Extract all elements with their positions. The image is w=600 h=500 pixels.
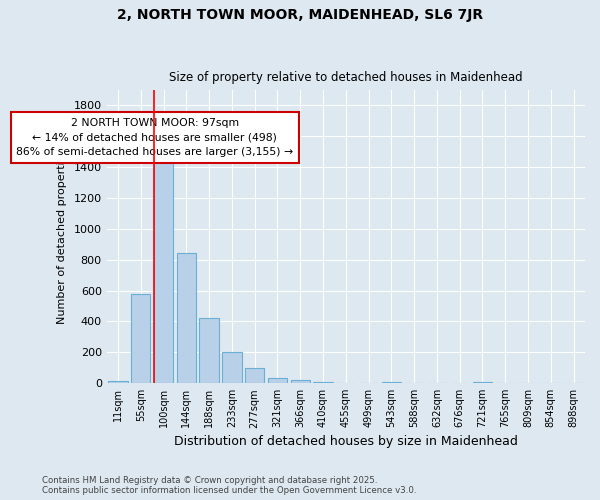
Bar bbox=[222, 352, 242, 383]
Text: 2, NORTH TOWN MOOR, MAIDENHEAD, SL6 7JR: 2, NORTH TOWN MOOR, MAIDENHEAD, SL6 7JR bbox=[117, 8, 483, 22]
Bar bbox=[199, 318, 219, 383]
Y-axis label: Number of detached properties: Number of detached properties bbox=[56, 149, 67, 324]
Bar bbox=[382, 382, 401, 383]
Bar bbox=[473, 382, 492, 383]
Bar bbox=[313, 382, 333, 383]
Bar bbox=[109, 381, 128, 383]
Bar bbox=[245, 368, 265, 383]
Text: 2 NORTH TOWN MOOR: 97sqm
← 14% of detached houses are smaller (498)
86% of semi-: 2 NORTH TOWN MOOR: 97sqm ← 14% of detach… bbox=[16, 118, 293, 157]
Bar bbox=[131, 294, 151, 383]
Bar bbox=[154, 156, 173, 383]
Text: Contains HM Land Registry data © Crown copyright and database right 2025.
Contai: Contains HM Land Registry data © Crown c… bbox=[42, 476, 416, 495]
X-axis label: Distribution of detached houses by size in Maidenhead: Distribution of detached houses by size … bbox=[174, 434, 518, 448]
Bar bbox=[290, 380, 310, 383]
Bar bbox=[268, 378, 287, 383]
Title: Size of property relative to detached houses in Maidenhead: Size of property relative to detached ho… bbox=[169, 72, 523, 85]
Bar bbox=[176, 254, 196, 383]
